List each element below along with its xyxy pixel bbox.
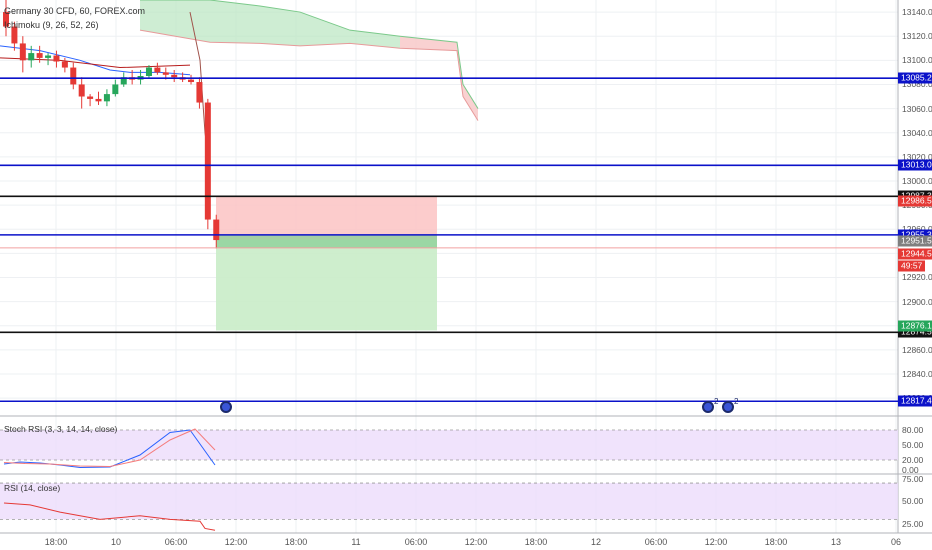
time-tick: 10: [110, 537, 122, 547]
price-tick: 13020.0: [902, 151, 932, 162]
time-tick: 11: [351, 537, 361, 547]
candle-body: [154, 67, 161, 73]
price-tick: 13120.0: [902, 31, 932, 42]
rsi-band: [0, 483, 898, 520]
rsi-line: [3, 502, 216, 531]
candle-body: [70, 67, 77, 85]
stop-loss-zone: [216, 196, 437, 240]
price-tag: 49:57: [898, 260, 926, 272]
senkou-span-b: [139, 29, 479, 121]
price-tick: 13080.0: [902, 79, 932, 90]
event-marker-3[interactable]: 2: [722, 397, 738, 413]
price-tick: 13000.0: [902, 175, 932, 186]
price-tag: 12876.1: [898, 320, 932, 332]
candle-body: [162, 72, 169, 75]
candle-body: [45, 55, 52, 58]
price-tick: 13140.0: [902, 7, 932, 18]
time-tick: 18:00: [524, 537, 548, 547]
stoch-tick: 80.00: [902, 425, 924, 435]
time-tick: 06:00: [404, 537, 428, 547]
price-tag: 12951.5: [898, 235, 932, 247]
candle-body: [28, 53, 35, 61]
open-pnl-zone: [216, 234, 437, 248]
level-tag[interactable]: 12955.3: [898, 229, 932, 241]
symbol-title: Germany 30 CFD, 60, FOREX.com: [4, 6, 146, 16]
event-count: 2: [734, 397, 739, 406]
event-marker-2[interactable]: 2: [702, 397, 718, 413]
time-tick: 06:00: [644, 537, 668, 547]
stoch-tick: 50.00: [902, 440, 924, 450]
indicator-panes: [0, 428, 898, 531]
horizontal-levels: [0, 77, 898, 403]
candle-body: [196, 82, 203, 103]
rsi-tick: 25.00: [902, 518, 924, 529]
candle-body: [78, 84, 85, 97]
candle-body: [112, 84, 119, 95]
candle-body: [11, 26, 18, 44]
price-tick: 12920.0: [902, 272, 932, 283]
senkou-span-a: [140, 0, 479, 109]
candle-body: [145, 67, 152, 77]
time-tick: 18:00: [284, 537, 308, 547]
candlesticks: [3, 0, 220, 249]
rsi-title[interactable]: RSI (14, close): [4, 483, 61, 493]
candle-body: [188, 79, 195, 83]
time-tick: 06: [890, 537, 902, 547]
candle-body: [171, 74, 178, 78]
candle-body: [204, 102, 211, 220]
rsi-tick: 75.00: [902, 473, 924, 484]
cloud-bearish: [400, 36, 478, 121]
level-tag[interactable]: 13085.2: [898, 72, 932, 84]
level-tag[interactable]: 12817.4: [898, 395, 932, 407]
time-tick: 13: [830, 537, 842, 547]
time-tick: 18:00: [764, 537, 788, 547]
time-tick: 06:00: [164, 537, 188, 547]
price-tick: 13100.0: [902, 55, 932, 66]
stoch-rsi-title[interactable]: Stoch RSI (3, 3, 14, 14, close): [4, 424, 118, 434]
candle-body: [36, 53, 43, 58]
price-tick: 12860.0: [902, 344, 932, 355]
stoch-band: [0, 430, 898, 460]
stoch-k-line: [3, 429, 216, 469]
candle-body: [87, 96, 94, 99]
price-tick: 13060.0: [902, 103, 932, 114]
level-tag[interactable]: 13013.0: [898, 159, 932, 171]
take-profit-zone: [216, 239, 437, 331]
rsi-tick: 50.00: [902, 496, 924, 507]
candle-body: [53, 55, 60, 62]
candle-body: [61, 61, 68, 68]
price-tag: 12986.5: [898, 195, 932, 207]
price-tick: 12900.0: [902, 296, 932, 307]
time-tick: 12:00: [464, 537, 488, 547]
candle-body: [103, 94, 110, 102]
stoch-d-line: [3, 428, 216, 468]
time-tick: 12: [590, 537, 602, 547]
stoch-tick: 0.00: [902, 465, 919, 475]
level-tag[interactable]: 12874.5: [898, 326, 932, 338]
indicator-label[interactable]: Ichimoku (9, 26, 52, 26): [4, 20, 99, 30]
price-tag: 12944.5: [898, 248, 932, 260]
time-tick: 18:00: [44, 537, 68, 547]
event-marker-1[interactable]: [220, 401, 232, 413]
time-tick: 12:00: [704, 537, 728, 547]
candle-body: [120, 77, 127, 85]
candle-body: [213, 219, 220, 241]
event-count: 2: [714, 397, 719, 406]
price-tick: 12960.0: [902, 224, 932, 234]
candle-body: [95, 98, 102, 102]
price-tick: 12840.0: [902, 368, 932, 379]
cloud-bullish: [140, 0, 400, 49]
ichimoku-cloud: [139, 0, 479, 121]
candle-body: [3, 12, 9, 27]
time-tick: 12:00: [224, 537, 248, 547]
candle-body: [19, 43, 26, 61]
stoch-tick: 20.00: [902, 455, 924, 465]
position-zones: [216, 196, 437, 331]
price-tick: 13040.0: [902, 127, 932, 138]
